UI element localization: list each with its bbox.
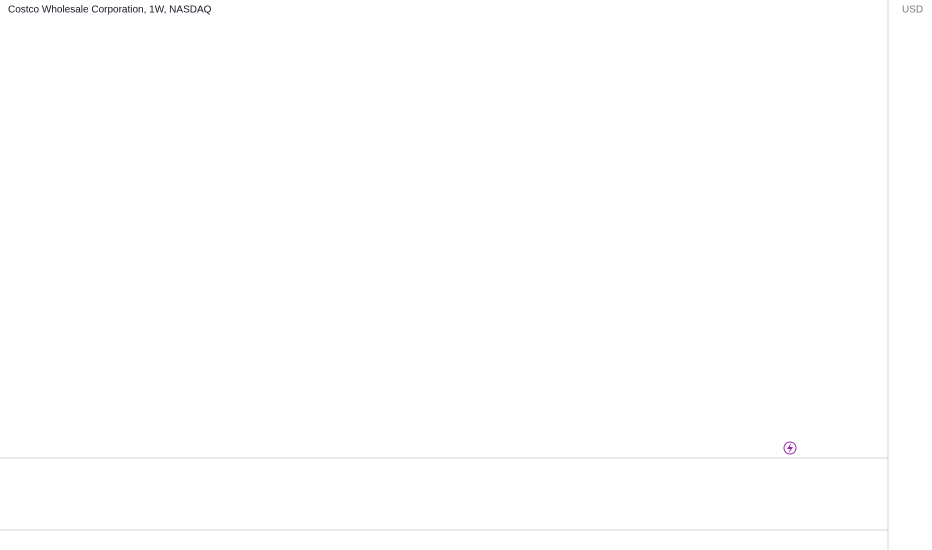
chart-title: Costco Wholesale Corporation, 1W, NASDAQ (8, 5, 212, 16)
alert-icon[interactable] (783, 441, 797, 455)
currency: USD (902, 5, 923, 16)
